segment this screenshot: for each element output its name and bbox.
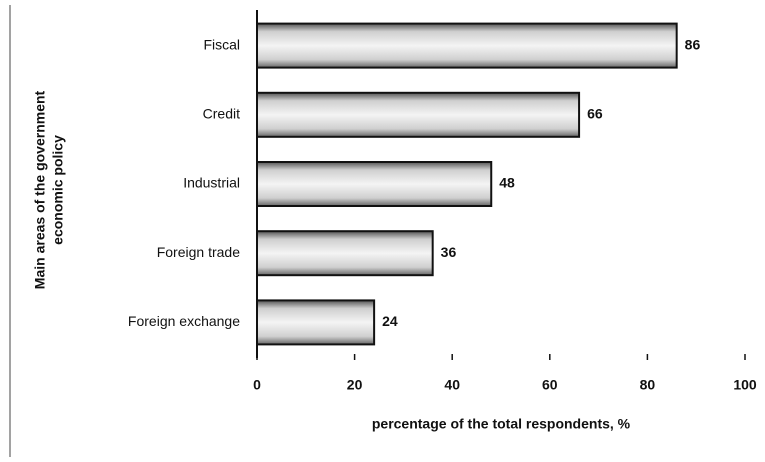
y-tick-label: Fiscal	[203, 36, 240, 52]
x-axis-label: percentage of the total respondents, %	[372, 416, 631, 432]
y-tick-label: Industrial	[183, 175, 240, 191]
bar	[257, 92, 580, 137]
x-tick-label: 0	[253, 377, 261, 393]
bar-outline	[256, 161, 493, 207]
bar-outline	[256, 22, 678, 69]
x-tick-label: 100	[733, 377, 757, 393]
value-label: 66	[587, 106, 603, 122]
y-axis-label-line: Main areas of the government	[32, 90, 48, 289]
bar	[257, 23, 677, 68]
y-tick-label: Foreign trade	[157, 244, 240, 260]
value-label: 36	[441, 244, 457, 260]
y-tick-label: Foreign exchange	[128, 313, 240, 329]
bar-outline	[256, 230, 434, 277]
y-axis-label: Main areas of the government economic po…	[32, 90, 66, 289]
value-label: 48	[499, 175, 515, 191]
x-tick-label: 60	[542, 377, 558, 393]
bar-outline	[256, 91, 581, 138]
x-tick-label: 20	[347, 377, 363, 393]
bar	[257, 231, 433, 276]
bar	[257, 300, 375, 345]
x-tick-label: 80	[640, 377, 656, 393]
y-tick-label: Credit	[203, 106, 240, 122]
value-label: 24	[382, 313, 398, 329]
bar	[257, 162, 492, 206]
y-axis-label-line: economic policy	[50, 135, 66, 245]
bar-outline	[256, 299, 376, 346]
x-tick-label: 40	[444, 377, 460, 393]
value-label: 86	[685, 36, 701, 52]
